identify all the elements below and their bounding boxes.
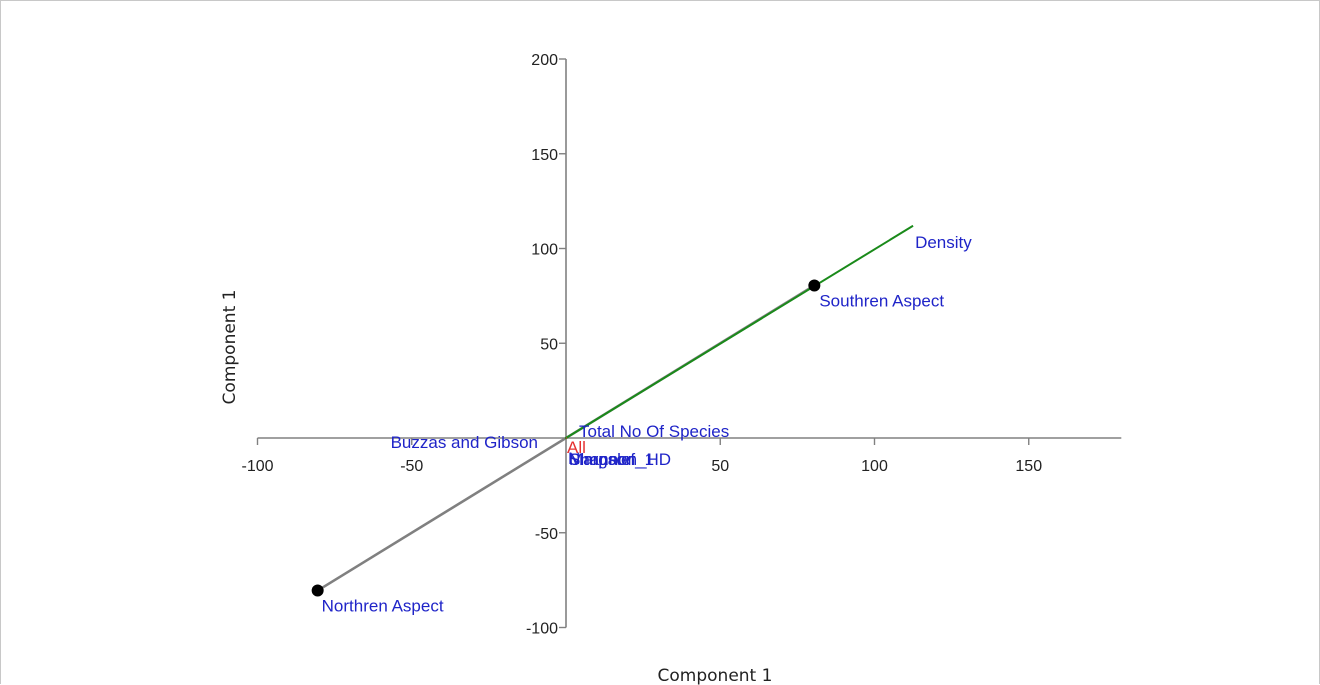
vector-line [566,226,913,438]
data-point [312,585,324,597]
y-tick-label: 100 [531,242,558,259]
vector-label: Buzzas and Gibson [391,433,538,452]
vector-label: Total No Of Species [579,422,729,441]
y-tick-label: -50 [535,526,558,543]
x-tick-label: -100 [241,458,273,475]
point-label: Northren Aspect [322,597,444,616]
x-tick-label: 50 [711,458,729,475]
y-axis-title: Component 1 [220,290,240,405]
y-tick-label: -100 [526,621,558,638]
data-point [808,279,820,291]
y-tick-label: 50 [540,336,558,353]
vector-label: Density [915,233,972,252]
x-tick-label: -50 [400,458,423,475]
x-tick-label: 100 [861,458,888,475]
y-tick-label: 150 [531,147,558,164]
vector-label: All [567,438,586,457]
x-axis-title: Component 1 [658,666,773,685]
y-tick-label: 200 [531,52,558,69]
x-tick-label: 150 [1015,458,1042,475]
point-label: Southren Aspect [819,291,944,310]
